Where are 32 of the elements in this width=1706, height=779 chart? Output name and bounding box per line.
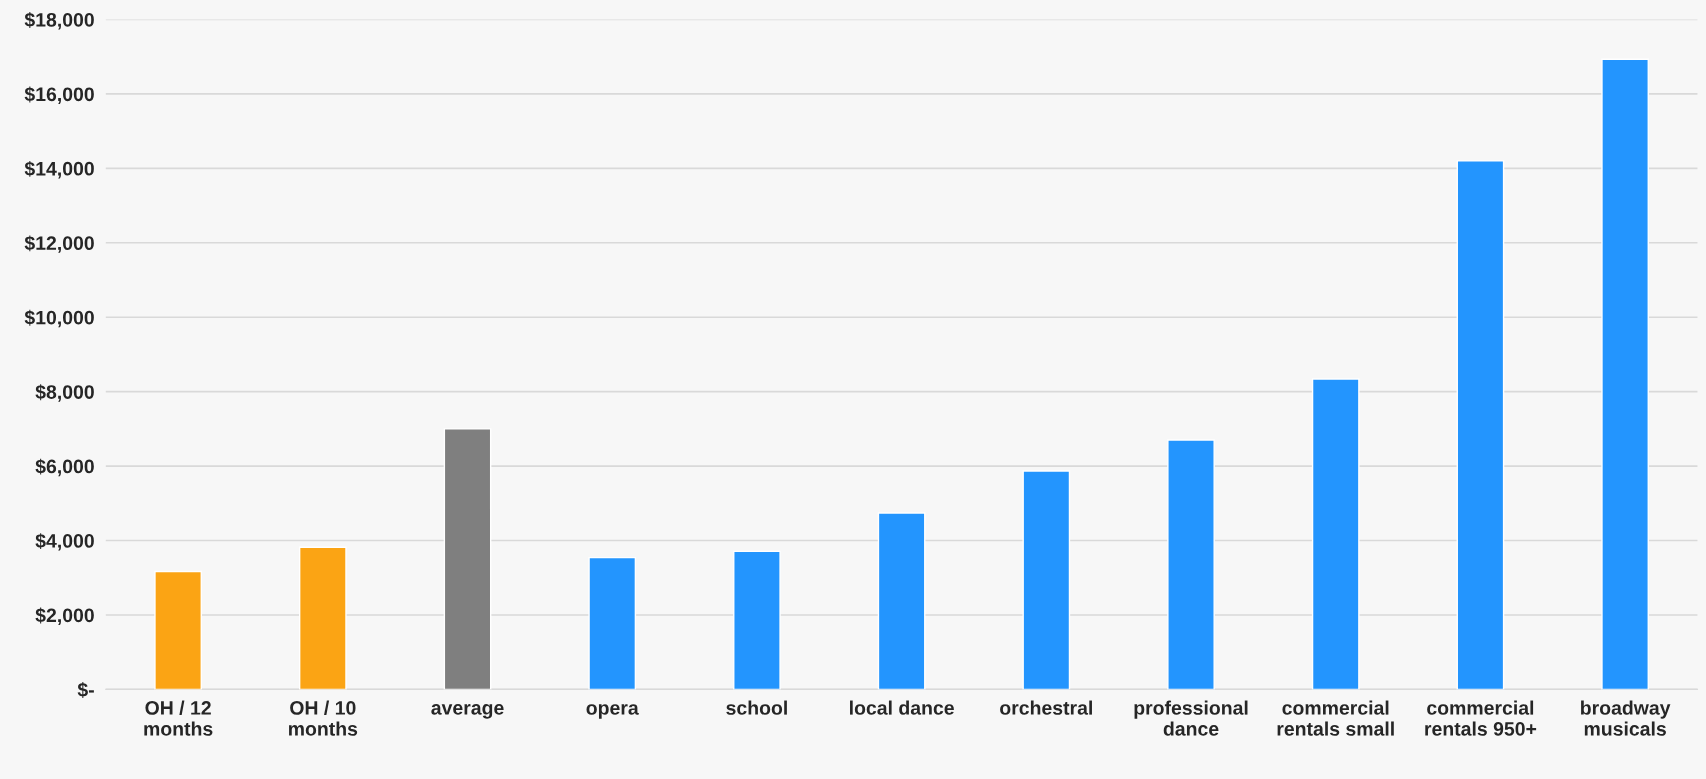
- bar: [443, 428, 492, 690]
- bar: [1311, 378, 1360, 690]
- y-tick-label: $14,000: [24, 160, 94, 179]
- bar: [1456, 160, 1505, 690]
- bar: [1022, 470, 1071, 690]
- y-tick-label: $16,000: [24, 86, 94, 104]
- x-tick-label: average: [431, 704, 504, 719]
- bar: [298, 546, 347, 690]
- y-tick-label: $-: [77, 682, 94, 698]
- bar: [588, 556, 637, 690]
- y-tick-label: $2,000: [35, 607, 94, 626]
- bar: [877, 512, 926, 690]
- x-tick-label: school: [726, 700, 787, 715]
- bar: [1601, 58, 1649, 690]
- bar: [154, 570, 202, 690]
- x-tick-label: orchestral: [1000, 700, 1092, 715]
- y-tick-label: $6,000: [35, 458, 94, 477]
- y-tick-label: $4,000: [35, 533, 94, 551]
- x-tick-label: commercial rentals 950+: [1425, 700, 1537, 736]
- bar: [1167, 439, 1215, 690]
- x-tick-label: OH / 10 months: [289, 700, 358, 736]
- y-tick-label: $12,000: [24, 235, 94, 253]
- x-tick-label: OH / 12 months: [144, 700, 213, 736]
- y-tick-label: $8,000: [35, 384, 94, 402]
- y-tick-label: $18,000: [24, 12, 94, 30]
- x-tick-label: broadway musicals: [1581, 700, 1671, 736]
- y-tick-label: $10,000: [24, 309, 94, 328]
- x-tick-label: professional dance: [1134, 700, 1248, 736]
- x-tick-label: opera: [586, 704, 639, 719]
- bar: [733, 550, 781, 690]
- x-tick-label: commercial rentals small: [1277, 700, 1394, 736]
- x-tick-label: local dance: [850, 700, 954, 715]
